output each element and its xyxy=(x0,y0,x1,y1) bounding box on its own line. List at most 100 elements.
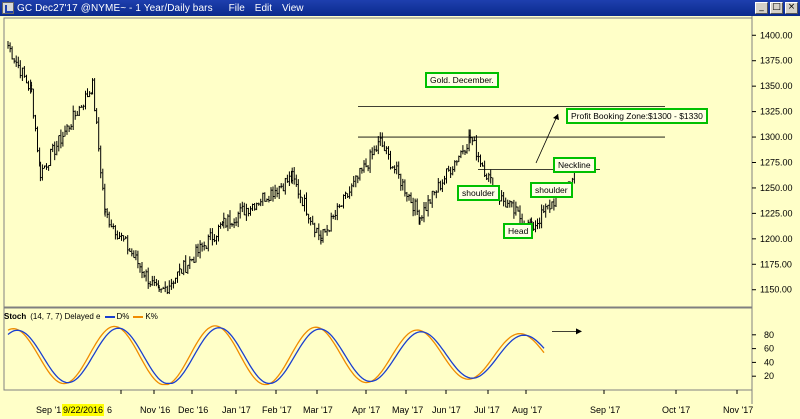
chart-area[interactable]: 1150.00 1175.00 1200.00 1225.00 1250.00 1275.… xyxy=(0,16,800,419)
ohlc-bar xyxy=(310,217,313,226)
maximize-button[interactable]: □ xyxy=(770,2,783,14)
ohlc-bar xyxy=(439,180,442,191)
ohlc-bar xyxy=(160,288,163,293)
price-y-tick-label: 1400.00 xyxy=(760,30,793,40)
stoch-params: (14, 7, 7) Delayed e xyxy=(30,312,101,321)
ohlc-bar xyxy=(441,179,444,193)
price-y-tick-label: 1225.00 xyxy=(760,208,793,218)
ohlc-bar xyxy=(162,286,165,290)
x-tick-label: Nov '17 xyxy=(723,405,753,415)
price-y-tick-label: 1250.00 xyxy=(760,183,793,193)
ohlc-bar xyxy=(437,178,440,193)
ohlc-bar xyxy=(11,46,14,60)
ohlc-bar xyxy=(322,229,325,243)
ohlc-bar xyxy=(396,161,399,175)
ohlc-bar xyxy=(175,277,177,284)
ohlc-bar xyxy=(429,199,432,204)
ohlc-bar xyxy=(477,151,480,163)
ohlc-bar xyxy=(532,221,535,231)
menu-edit[interactable]: Edit xyxy=(254,2,273,14)
ohlc-bar xyxy=(135,250,138,261)
highlighted-date: 9/22/2016 xyxy=(62,404,105,416)
ohlc-bar xyxy=(137,250,140,269)
ohlc-bar xyxy=(243,202,246,216)
ohlc-bar xyxy=(141,261,144,279)
ohlc-bar xyxy=(406,191,409,202)
right-shoulder-label: shoulder xyxy=(530,182,573,198)
price-y-tick-label: 1350.00 xyxy=(760,81,793,91)
ohlc-bar xyxy=(505,197,508,208)
ohlc-bar xyxy=(181,268,184,274)
x-tick-label: Dec '16 xyxy=(178,405,208,415)
ohlc-bar xyxy=(195,244,198,263)
ohlc-bar xyxy=(390,150,392,170)
stoch-title: Stoch xyxy=(4,312,27,321)
x-tick-label: Jun '17 xyxy=(432,405,461,415)
ohlc-bar xyxy=(408,193,411,201)
ohlc-bar xyxy=(398,161,401,179)
menu-file[interactable]: File xyxy=(228,2,245,14)
ohlc-bar xyxy=(19,60,22,79)
ohlc-bar xyxy=(460,150,463,159)
x-tick-label: Sep '1 xyxy=(36,405,61,415)
ohlc-bar xyxy=(482,162,484,167)
ohlc-bar xyxy=(276,187,279,198)
ohlc-bar xyxy=(543,205,546,214)
ohlc-bar xyxy=(274,184,277,199)
ohlc-bar xyxy=(32,88,35,119)
ohlc-bar xyxy=(454,160,457,172)
ohlc-bar xyxy=(235,217,238,227)
ohlc-bar xyxy=(537,218,539,230)
x-tick-label: Jul '17 xyxy=(474,405,500,415)
close-button[interactable]: × xyxy=(785,2,798,14)
ohlc-bar xyxy=(76,110,79,116)
ohlc-bar xyxy=(121,232,123,241)
menu-view[interactable]: View xyxy=(282,2,304,14)
ohlc-bar xyxy=(164,281,167,293)
head-label: Head xyxy=(503,223,534,239)
ohlc-bar xyxy=(197,243,200,257)
stoch-y-tick-label: 20 xyxy=(764,371,774,381)
ohlc-bar xyxy=(241,201,244,213)
ohlc-bar xyxy=(216,235,218,245)
ohlc-bar xyxy=(145,269,148,282)
menu-bar: File Edit View xyxy=(229,3,314,14)
ohlc-bar xyxy=(233,218,236,229)
ohlc-bar xyxy=(340,205,343,207)
ohlc-bar xyxy=(48,164,51,171)
ohlc-bar xyxy=(94,78,97,112)
ohlc-bar xyxy=(89,91,92,98)
ohlc-bar xyxy=(314,222,317,238)
window-controls: _ □ × xyxy=(755,2,798,14)
ohlc-bar xyxy=(304,194,306,212)
ohlc-bar xyxy=(96,108,99,125)
ohlc-bar xyxy=(35,114,37,132)
ohlc-bar xyxy=(435,190,438,199)
ohlc-bar xyxy=(70,124,73,131)
ohlc-bar xyxy=(220,222,223,229)
ohlc-bar xyxy=(402,178,405,191)
ohlc-bar xyxy=(286,174,289,183)
ohlc-bar xyxy=(511,201,514,208)
ohlc-bar xyxy=(541,204,544,229)
ohlc-bar xyxy=(7,41,10,49)
ohlc-bar xyxy=(509,200,512,208)
gold-december-label: Gold. December. xyxy=(425,72,499,88)
x-tick-label: Jan '17 xyxy=(222,405,251,415)
minimize-button[interactable]: _ xyxy=(755,2,768,14)
ohlc-bar xyxy=(379,132,382,146)
ohlc-bar xyxy=(50,148,53,167)
ohlc-bar xyxy=(367,165,370,172)
ohlc-bar xyxy=(166,285,169,295)
ohlc-bar xyxy=(41,164,44,181)
ohlc-bar xyxy=(425,202,428,212)
ohlc-bar xyxy=(225,218,228,228)
ohlc-bar xyxy=(199,240,202,259)
ohlc-bar xyxy=(519,205,522,224)
k-legend-label: K% xyxy=(145,312,158,321)
stoch-arrow-head xyxy=(576,328,582,335)
ohlc-bar xyxy=(419,216,422,225)
chart-app-icon[interactable] xyxy=(2,2,14,14)
ohlc-bar xyxy=(245,203,248,221)
ohlc-bar xyxy=(433,191,436,196)
